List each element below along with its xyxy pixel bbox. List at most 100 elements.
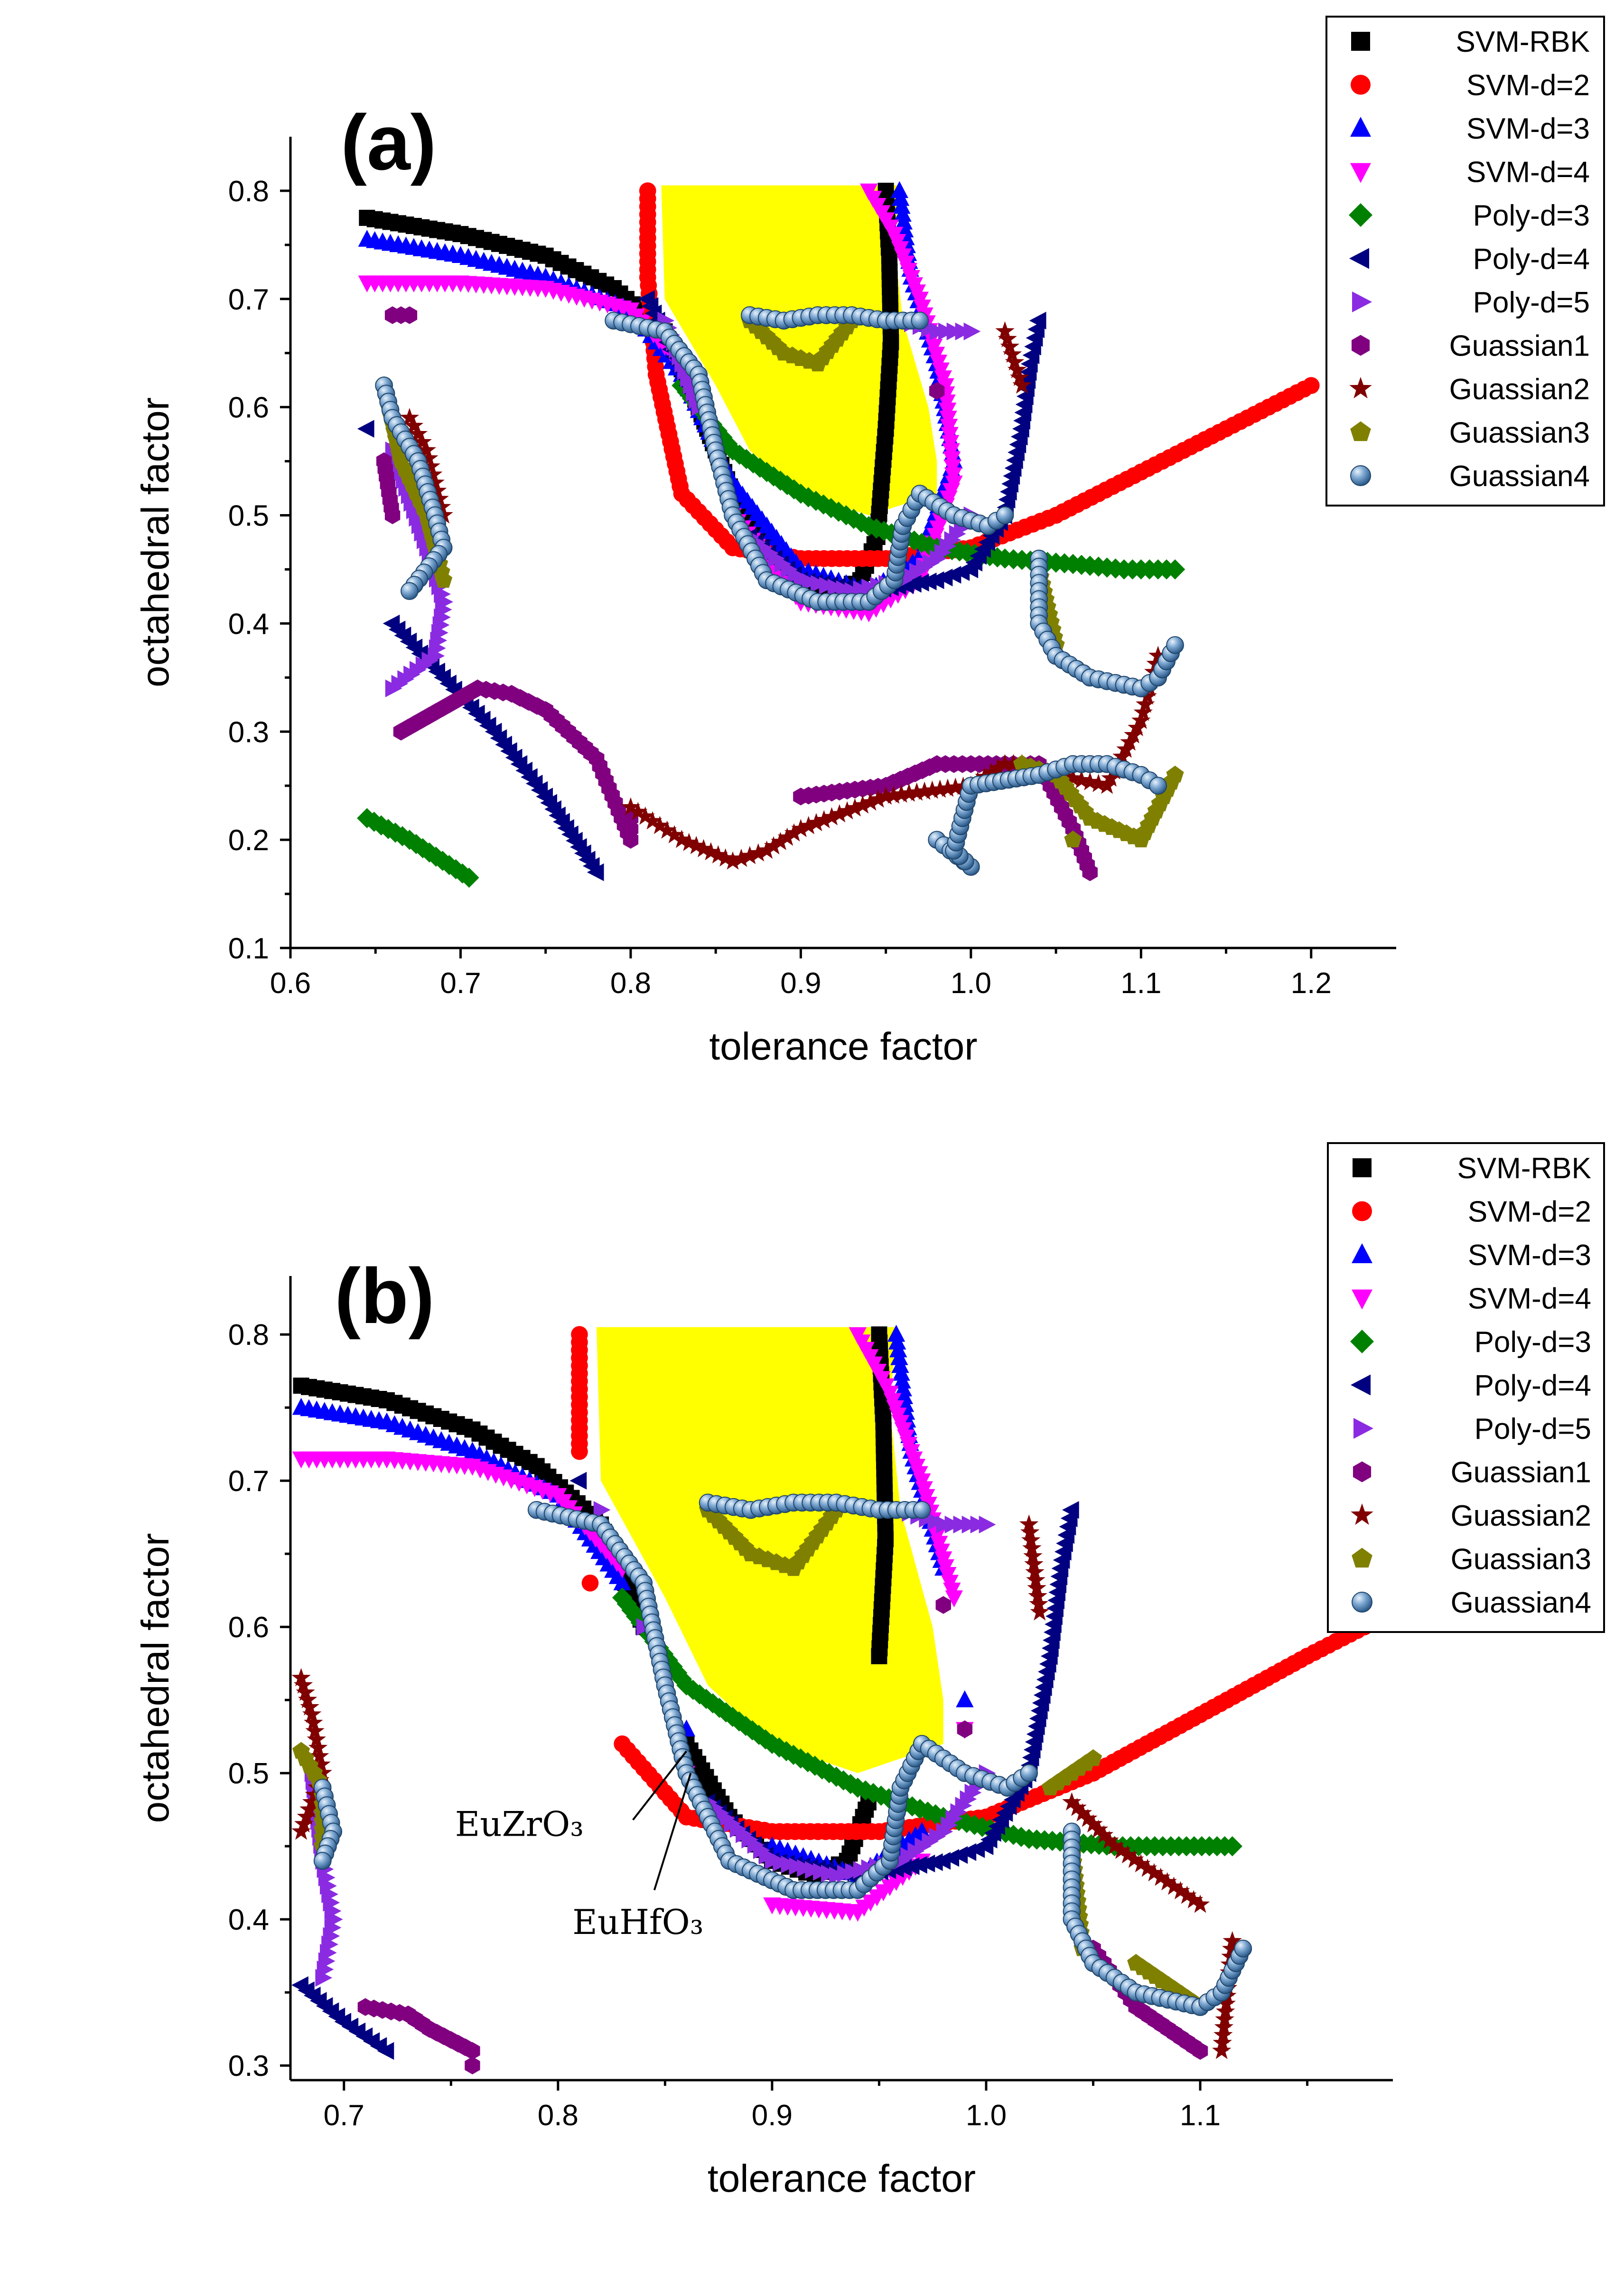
data-point	[664, 825, 684, 844]
data-point	[938, 779, 958, 797]
x-tick-label: 0.7	[324, 2099, 364, 2132]
data-point	[955, 322, 972, 340]
data-point	[940, 419, 958, 436]
legend-label: SVM-d=2	[1466, 69, 1590, 102]
data-point	[300, 1697, 319, 1716]
legend-marker	[1350, 465, 1371, 486]
legend-label: Guassian2	[1451, 1500, 1591, 1532]
y-tick-label: 0.5	[228, 1757, 269, 1790]
data-point	[297, 1807, 317, 1825]
data-point	[943, 451, 961, 469]
data-point	[1192, 2042, 1208, 2060]
data-point	[911, 311, 929, 330]
data-point	[1082, 863, 1098, 882]
data-point	[1223, 1931, 1242, 1950]
y-tick-label: 0.4	[228, 608, 269, 640]
data-point	[1144, 1863, 1164, 1882]
data-point	[1111, 1840, 1131, 1859]
data-point	[1089, 1820, 1108, 1838]
legend: SVM-RBK SVM-d=2 SVM-d=3 SVM-d=4 Poly-d=3 Poly…	[1325, 16, 1605, 507]
annotation-euzro3: EuZrO₃	[455, 1804, 584, 1844]
data-point	[709, 845, 728, 863]
data-point	[988, 758, 1008, 777]
legend-frame	[1325, 16, 1605, 507]
data-point	[1020, 1764, 1038, 1783]
data-point	[1078, 1809, 1098, 1827]
data-point	[1138, 686, 1157, 705]
legend-marker	[1350, 117, 1371, 137]
data-point	[1131, 711, 1151, 729]
data-point	[423, 464, 443, 483]
series-guassian4	[375, 306, 1184, 876]
data-point	[884, 785, 904, 804]
legend-label: SVM-d=4	[1466, 156, 1590, 189]
data-point	[1084, 1749, 1102, 1766]
legend-label: Guassian3	[1451, 1543, 1591, 1576]
x-tick-label: 1.0	[951, 967, 991, 1000]
legend-marker	[1350, 421, 1371, 441]
data-point	[1166, 636, 1184, 654]
legend-label: SVM-d=3	[1466, 113, 1590, 145]
data-point	[291, 1668, 311, 1687]
data-point	[408, 424, 428, 442]
legend-marker	[1352, 1289, 1372, 1310]
data-point	[923, 780, 942, 799]
data-point	[810, 575, 828, 593]
data-point	[1027, 1578, 1046, 1597]
data-point	[771, 832, 790, 850]
data-point	[723, 851, 743, 870]
data-point	[1019, 1514, 1039, 1533]
data-point	[299, 1799, 319, 1818]
data-point	[757, 840, 776, 859]
data-point	[837, 801, 857, 820]
legend-marker	[1351, 1503, 1373, 1525]
data-point	[963, 322, 981, 340]
data-point	[310, 1746, 329, 1765]
panel-b: 0.7 0.8 0.9 1.0 1.1 0.3 0.4 0.5 0.6 0.7 0.8 toleran…	[134, 1142, 1605, 2200]
panel-label: (b)	[335, 1252, 435, 1340]
data-point	[385, 679, 402, 697]
data-point	[939, 411, 957, 428]
data-point	[308, 1738, 328, 1756]
legend-marker	[1352, 1201, 1372, 1221]
data-point	[1131, 1854, 1151, 1873]
data-point	[1005, 352, 1025, 371]
y-tick-label: 0.6	[228, 1611, 269, 1644]
data-point	[802, 573, 819, 591]
data-point	[694, 839, 713, 857]
data-point	[849, 1327, 867, 1344]
data-point	[1028, 1586, 1047, 1604]
legend-marker	[1349, 377, 1372, 399]
data-point	[1073, 1803, 1092, 1822]
legend-marker	[1352, 291, 1372, 312]
data-point	[1184, 1890, 1204, 1909]
data-point	[970, 1515, 988, 1534]
data-point	[942, 443, 960, 460]
data-point	[401, 582, 419, 600]
data-point	[935, 1596, 951, 1614]
data-point	[404, 416, 424, 434]
data-point	[650, 816, 670, 835]
data-point	[777, 475, 797, 495]
data-point	[296, 1682, 315, 1701]
legend-marker	[1349, 203, 1372, 227]
data-point	[304, 1713, 323, 1731]
legend-label: SVM-RBK	[1457, 1152, 1591, 1185]
y-axis-title: octahedral factor	[134, 1533, 177, 1823]
data-point	[384, 506, 401, 525]
data-point	[643, 811, 663, 830]
data-point	[941, 427, 959, 444]
data-point	[429, 489, 449, 507]
data-point	[860, 792, 880, 811]
legend-label: SVM-d=3	[1468, 1239, 1591, 1272]
data-point	[913, 1822, 931, 1839]
panel-a: 0.6 0.7 0.8 0.9 1.0 1.1 1.2 0.1 0.2 0.3 0.4 0.5 0.6 0…	[134, 16, 1605, 1068]
data-point	[1022, 1538, 1042, 1557]
data-point	[587, 863, 604, 882]
data-point	[943, 459, 961, 477]
data-point	[1215, 2009, 1234, 2028]
data-point	[925, 1853, 943, 1871]
y-tick-label: 0.8	[228, 175, 269, 208]
data-point	[1222, 1939, 1241, 1958]
data-point	[1062, 1501, 1079, 1519]
